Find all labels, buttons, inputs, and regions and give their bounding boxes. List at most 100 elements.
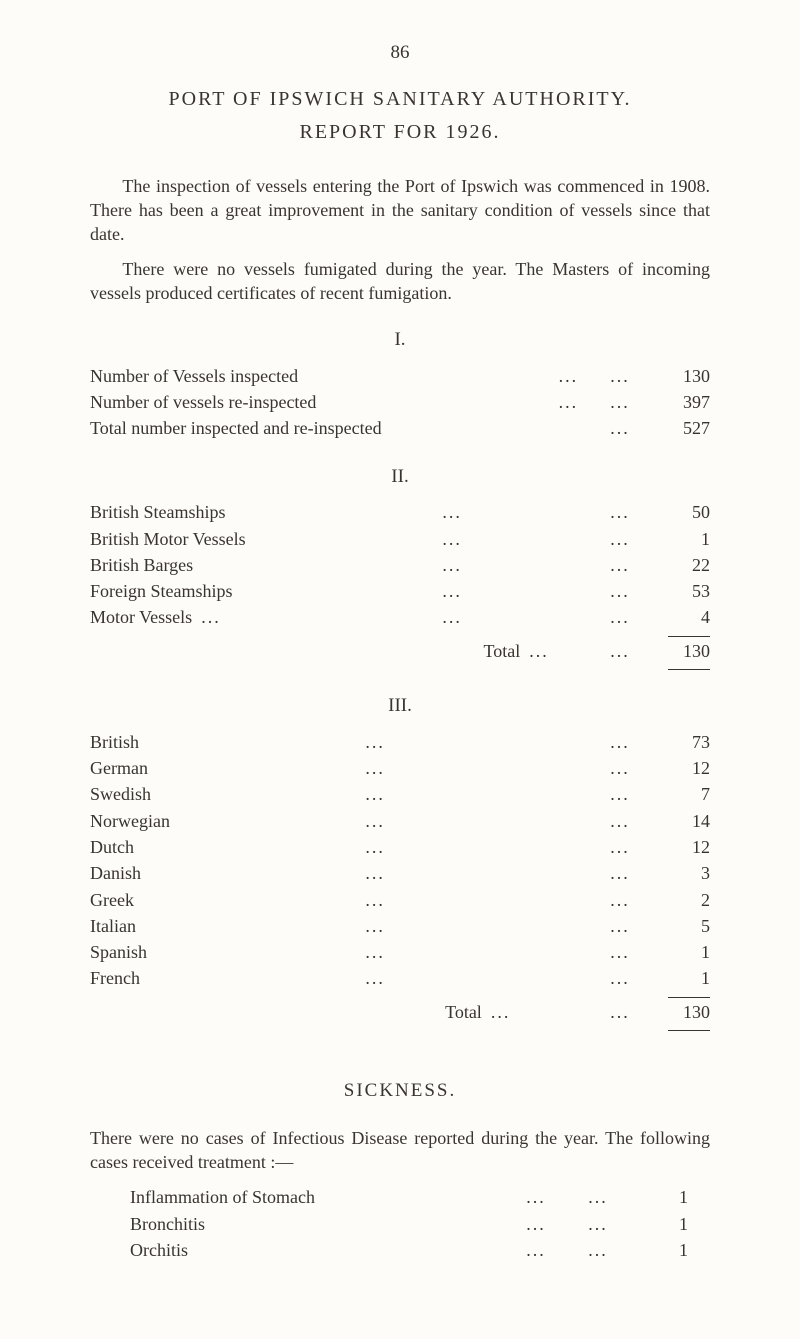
table-row: Foreign Steamships ... ... 53: [90, 578, 710, 604]
row-value: 1: [628, 1211, 688, 1237]
row-dots: ...: [442, 552, 590, 578]
table-row: Orchitis ... ... 1: [130, 1237, 688, 1263]
section-3-heading: III.: [90, 693, 710, 719]
total-label: [90, 999, 365, 1025]
row-label: Motor Vessels ...: [90, 604, 442, 630]
row-value: 12: [650, 755, 710, 781]
row-dots: ...: [442, 578, 590, 604]
row-label: Foreign Steamships: [90, 578, 442, 604]
table-row: British ... ... 73: [90, 729, 710, 755]
table-total-row: Total ... ... 130: [90, 638, 710, 664]
row-dots: ...: [590, 604, 650, 630]
row-label: British Barges: [90, 552, 442, 578]
row-dots: ...: [568, 1237, 628, 1263]
table-total-rule: [90, 664, 710, 671]
row-dots: ...: [526, 1237, 568, 1263]
table-total-rule: [90, 992, 710, 999]
row-dots: ...: [365, 834, 590, 860]
row-label: Bronchitis: [130, 1211, 526, 1237]
row-label: Greek: [90, 887, 365, 913]
section-2-heading: II.: [90, 464, 710, 490]
row-dots: ...: [590, 499, 650, 525]
section-1-heading: I.: [90, 327, 710, 353]
row-dots: ...: [590, 834, 650, 860]
row-label: British Motor Vessels: [90, 526, 442, 552]
row-value: 1: [650, 526, 710, 552]
table-row: Number of Vessels inspected ... ... 130: [90, 363, 710, 389]
table-row: Motor Vessels ... ... ... 4: [90, 604, 710, 630]
table-row: Danish ... ... 3: [90, 860, 710, 886]
table-row: Swedish ... ... 7: [90, 781, 710, 807]
table-row: Inflammation of Stomach ... ... 1: [130, 1184, 688, 1210]
row-label: Dutch: [90, 834, 365, 860]
title-line-2: REPORT FOR 1926.: [90, 119, 710, 146]
row-value: 3: [650, 860, 710, 886]
row-dots: ...: [590, 965, 650, 991]
row-label: Total number inspected and re-inspected: [90, 415, 559, 441]
row-label: French: [90, 965, 365, 991]
table-row: Norwegian ... ... 14: [90, 808, 710, 834]
total-value: 130: [650, 638, 710, 664]
row-dots: ...: [590, 415, 650, 441]
row-dots: ...: [365, 965, 590, 991]
row-value: 12: [650, 834, 710, 860]
row-dots: ...: [590, 552, 650, 578]
row-value: 5: [650, 913, 710, 939]
row-label: Number of vessels re-inspected: [90, 389, 559, 415]
row-dots: ...: [365, 913, 590, 939]
row-dots: ...: [590, 913, 650, 939]
row-value: 14: [650, 808, 710, 834]
row-label: Inflammation of Stomach: [130, 1184, 526, 1210]
row-dots: ...: [442, 526, 590, 552]
row-dots: ...: [559, 363, 590, 389]
row-dots: ...: [590, 526, 650, 552]
row-dots: ...: [590, 638, 650, 664]
total-label: [90, 638, 442, 664]
row-dots: ...: [365, 808, 590, 834]
row-dots: [559, 415, 590, 441]
table-total-row: Total ... ... 130: [90, 999, 710, 1025]
table-total-rule: [90, 631, 710, 638]
total-label-cell: Total ...: [442, 638, 590, 664]
table-row: Dutch ... ... 12: [90, 834, 710, 860]
section-1-table: Number of Vessels inspected ... ... 130 …: [90, 363, 710, 442]
row-dots: ...: [590, 860, 650, 886]
table-row: French ... ... 1: [90, 965, 710, 991]
table-row: British Motor Vessels ... ... 1: [90, 526, 710, 552]
row-label: Number of Vessels inspected: [90, 363, 559, 389]
row-label: Spanish: [90, 939, 365, 965]
row-label: British Steamships: [90, 499, 442, 525]
table-row: Total number inspected and re-inspected …: [90, 415, 710, 441]
row-value: 1: [650, 939, 710, 965]
sickness-table: Inflammation of Stomach ... ... 1 Bronch…: [130, 1184, 688, 1263]
row-dots: ...: [568, 1184, 628, 1210]
page-number: 86: [90, 40, 710, 66]
section-3-table: British ... ... 73 German ... ... 12 Swe…: [90, 729, 710, 1032]
row-dots: ...: [590, 363, 650, 389]
row-dots: ...: [526, 1184, 568, 1210]
row-dots: ...: [365, 887, 590, 913]
table-row: Bronchitis ... ... 1: [130, 1211, 688, 1237]
intro-paragraph-1: The inspection of vessels entering the P…: [90, 174, 710, 247]
row-dots: ...: [365, 755, 590, 781]
row-value: 4: [650, 604, 710, 630]
table-row: British Steamships ... ... 50: [90, 499, 710, 525]
sickness-heading: SICKNESS.: [90, 1078, 710, 1104]
row-dots: ...: [590, 389, 650, 415]
row-value: 7: [650, 781, 710, 807]
row-dots: ...: [526, 1211, 568, 1237]
table-row: German ... ... 12: [90, 755, 710, 781]
row-label: Orchitis: [130, 1237, 526, 1263]
row-dots: ...: [365, 729, 590, 755]
table-total-rule: [90, 1025, 710, 1032]
row-value: 527: [650, 415, 710, 441]
row-value: 22: [650, 552, 710, 578]
row-value: 50: [650, 499, 710, 525]
table-row: Number of vessels re-inspected ... ... 3…: [90, 389, 710, 415]
row-value: 53: [650, 578, 710, 604]
sickness-paragraph: There were no cases of Infectious Diseas…: [90, 1126, 710, 1175]
row-dots: ...: [590, 999, 650, 1025]
row-label: Danish: [90, 860, 365, 886]
row-label-text: Motor Vessels: [90, 607, 192, 627]
row-value: 1: [628, 1184, 688, 1210]
